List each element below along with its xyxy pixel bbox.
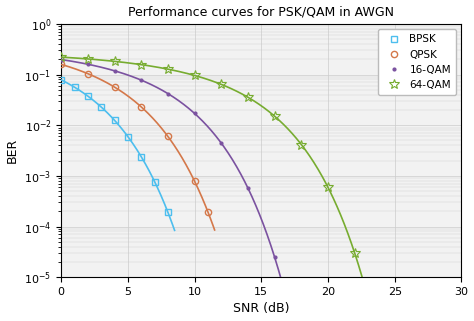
64-QAM xyxy=(58,55,64,59)
QPSK xyxy=(138,105,144,109)
16-QAM xyxy=(219,141,224,145)
BPSK xyxy=(72,85,77,89)
64-QAM xyxy=(299,143,304,146)
64-QAM xyxy=(325,186,331,189)
QPSK xyxy=(58,63,64,66)
64-QAM xyxy=(112,59,118,63)
BPSK xyxy=(165,210,171,214)
Y-axis label: BER: BER xyxy=(6,138,18,163)
64-QAM xyxy=(272,114,277,118)
16-QAM xyxy=(58,58,64,62)
BPSK xyxy=(152,180,157,184)
BPSK xyxy=(138,155,144,159)
Line: 64-QAM: 64-QAM xyxy=(56,52,413,321)
BPSK xyxy=(125,135,131,139)
64-QAM xyxy=(138,63,144,66)
QPSK xyxy=(192,179,198,183)
64-QAM xyxy=(245,95,251,99)
X-axis label: SNR (dB): SNR (dB) xyxy=(233,302,290,316)
BPSK xyxy=(112,118,118,122)
16-QAM xyxy=(112,69,118,73)
64-QAM xyxy=(192,74,198,77)
16-QAM xyxy=(285,303,291,307)
64-QAM xyxy=(85,57,91,61)
Legend: BPSK, QPSK, 16-QAM, 64-QAM: BPSK, QPSK, 16-QAM, 64-QAM xyxy=(378,29,456,95)
64-QAM xyxy=(352,251,357,255)
QPSK xyxy=(165,134,171,138)
QPSK xyxy=(205,210,211,214)
BPSK xyxy=(98,105,104,109)
64-QAM xyxy=(219,82,224,86)
QPSK xyxy=(112,85,118,89)
64-QAM xyxy=(165,67,171,71)
16-QAM xyxy=(85,62,91,66)
Line: BPSK: BPSK xyxy=(58,77,171,215)
QPSK xyxy=(85,72,91,76)
16-QAM xyxy=(192,111,198,115)
16-QAM xyxy=(272,255,277,259)
Line: QPSK: QPSK xyxy=(58,61,211,215)
BPSK xyxy=(58,78,64,82)
Title: Performance curves for PSK/QAM in AWGN: Performance curves for PSK/QAM in AWGN xyxy=(128,5,394,19)
Line: 16-QAM: 16-QAM xyxy=(58,57,291,308)
16-QAM xyxy=(165,92,171,96)
BPSK xyxy=(85,94,91,98)
16-QAM xyxy=(138,78,144,82)
16-QAM xyxy=(245,186,251,190)
